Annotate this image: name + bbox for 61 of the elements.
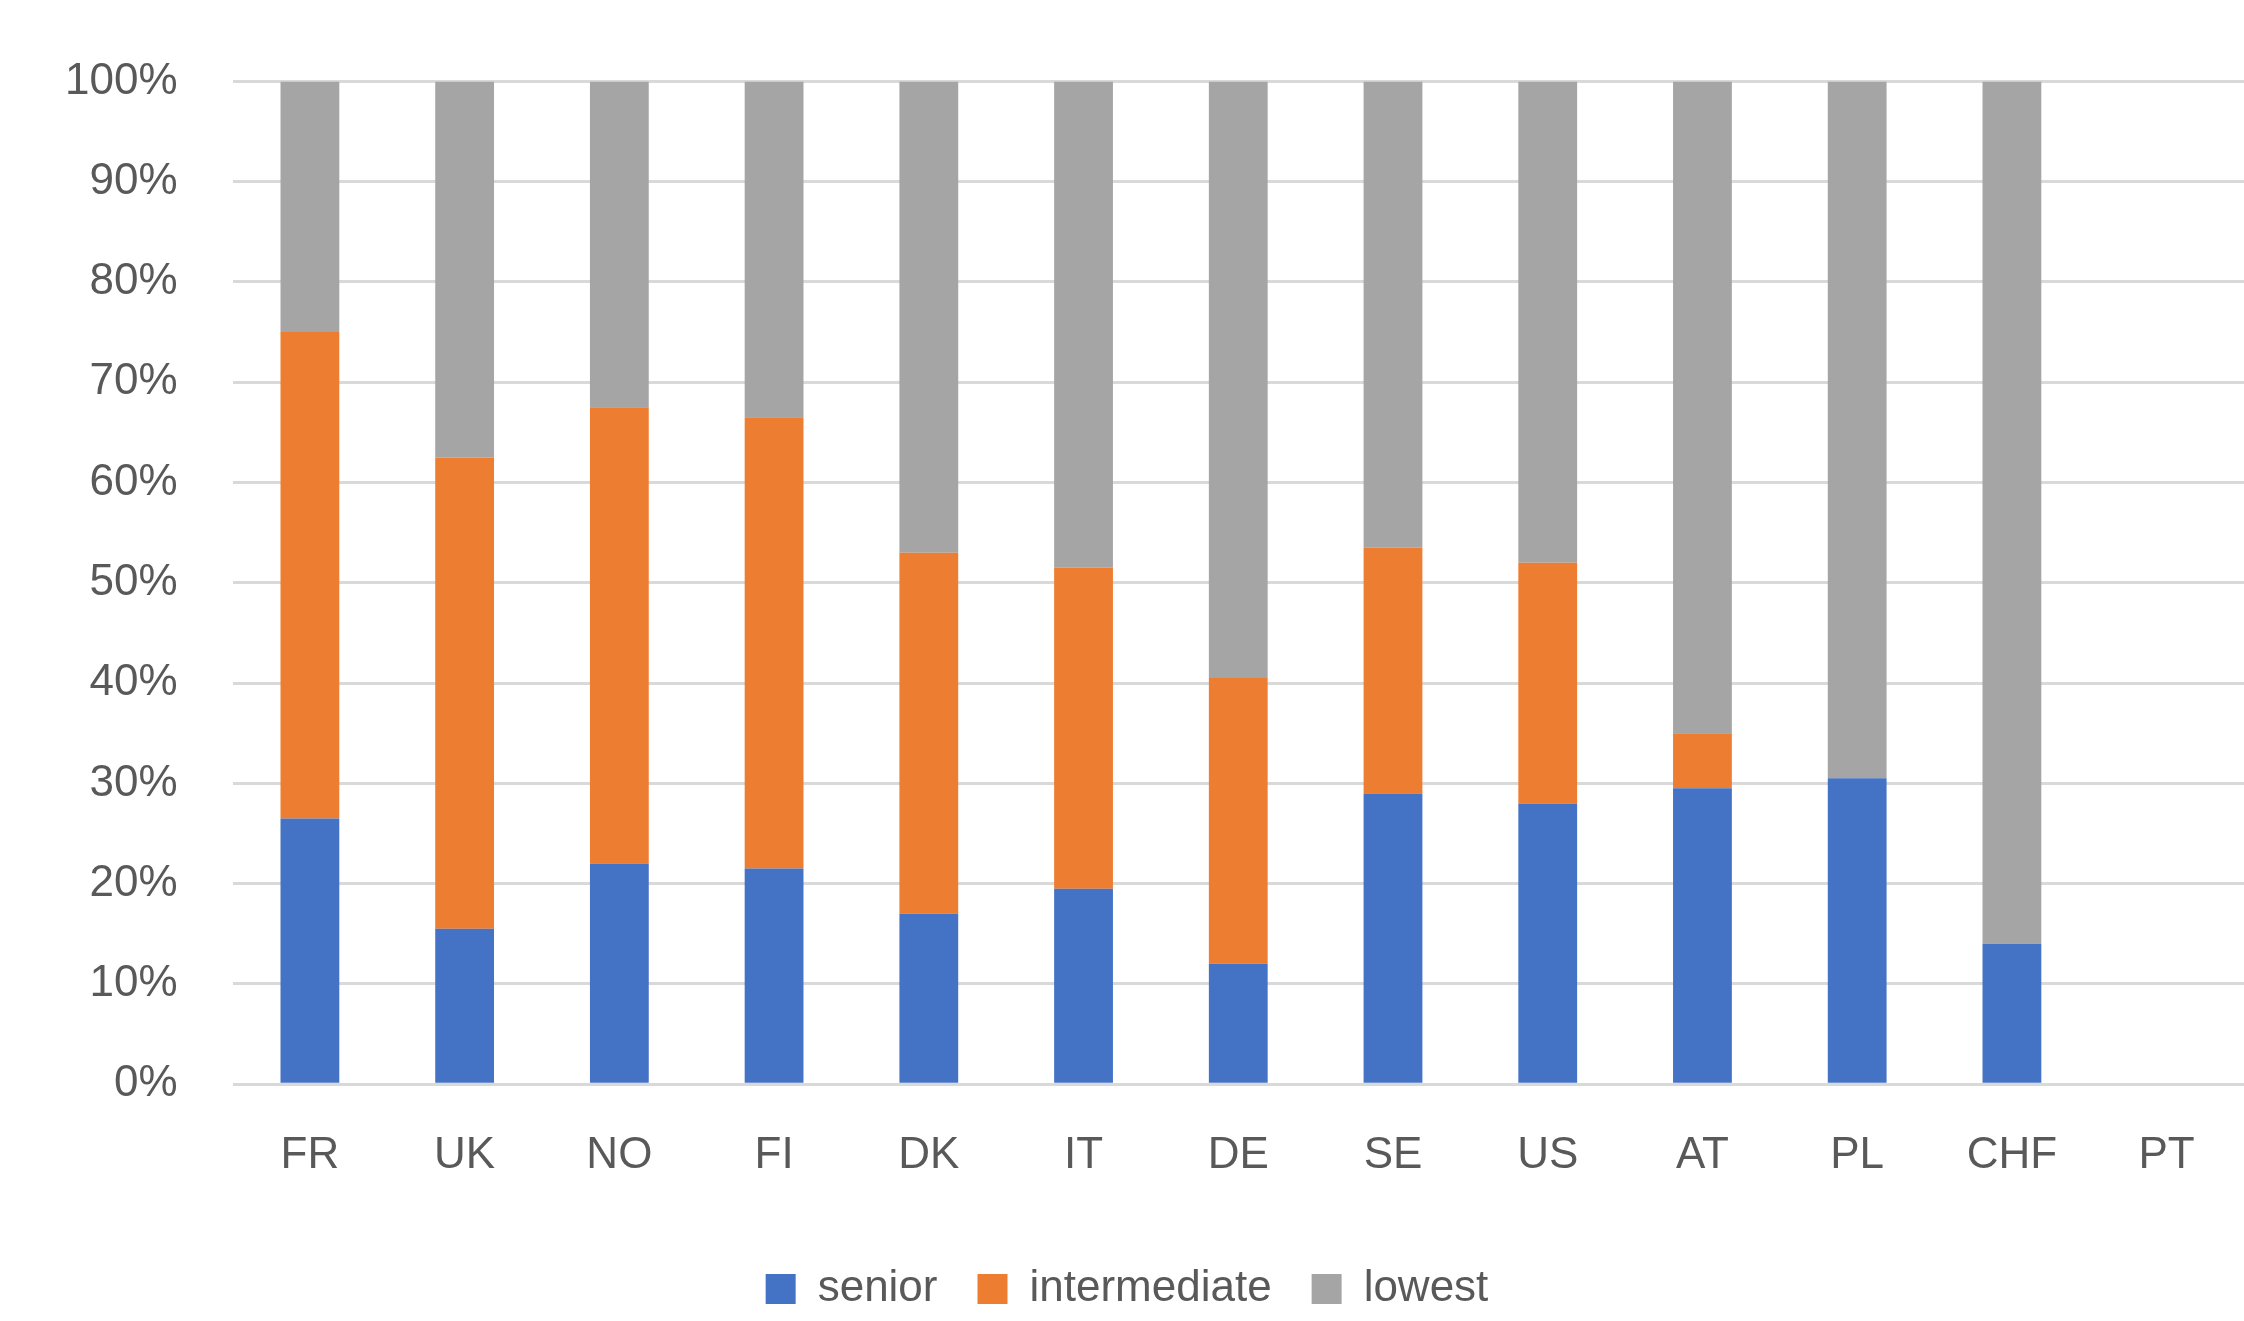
bar [1363, 81, 1423, 548]
bar [1982, 81, 2042, 944]
x-tick-label: PL [1830, 1127, 1885, 1177]
bar [280, 332, 340, 819]
bar [280, 818, 340, 1083]
bar [1363, 547, 1423, 794]
x-tick-label: FR [280, 1127, 340, 1177]
bar [1673, 733, 1732, 789]
x-tick-label: CHF [1966, 1127, 2058, 1177]
y-tick-label: 10% [89, 956, 178, 1006]
legend-label: lowest [1363, 1261, 1489, 1311]
bar [589, 863, 649, 1083]
bar [589, 407, 649, 864]
x-tick-label: DK [898, 1127, 960, 1177]
bar [1363, 793, 1423, 1083]
bar [899, 913, 959, 1083]
y-tick-label: 30% [89, 755, 178, 805]
x-tick-label: US [1517, 1127, 1579, 1177]
bar [899, 81, 959, 553]
bar [1208, 81, 1268, 679]
bar [1054, 567, 1113, 889]
legend-label: intermediate [1029, 1261, 1272, 1311]
y-tick-label: 90% [89, 153, 178, 203]
bar [1827, 81, 1887, 779]
x-tick-label: AT [1675, 1127, 1729, 1177]
y-tick-label: 80% [89, 254, 178, 304]
bar [1827, 778, 1887, 1083]
bar [744, 81, 804, 418]
y-tick-label: 40% [89, 655, 178, 705]
bar [1518, 562, 1578, 804]
x-tick-label: FI [754, 1127, 794, 1177]
x-tick-label: IT [1063, 1127, 1104, 1177]
bar [1054, 81, 1113, 568]
legend-label: senior [817, 1261, 938, 1311]
y-tick-label: 100% [64, 53, 178, 103]
x-tick-label: DE [1207, 1127, 1269, 1177]
bar [280, 81, 340, 333]
y-tick-label: 50% [89, 554, 178, 604]
y-tick-label: 20% [89, 855, 178, 905]
bar [744, 417, 804, 869]
y-tick-label: 0% [113, 1056, 178, 1106]
bar [435, 928, 495, 1083]
x-tick-label: SE [1363, 1127, 1423, 1177]
y-tick-label: 60% [89, 454, 178, 504]
bar [1518, 81, 1578, 563]
bar [744, 868, 804, 1083]
bar [1208, 963, 1268, 1083]
bar [899, 552, 959, 914]
bar [435, 81, 495, 458]
y-tick-label: 70% [89, 354, 178, 404]
bar [1054, 888, 1113, 1083]
bar [1673, 788, 1732, 1083]
bar [1208, 678, 1268, 964]
bar [589, 81, 649, 408]
x-tick-label: PT [2138, 1127, 2195, 1177]
x-tick-label: NO [586, 1127, 653, 1177]
bar [435, 457, 495, 929]
x-tick-label: UK [434, 1127, 496, 1177]
bar [1673, 81, 1732, 734]
bar [1982, 943, 2042, 1083]
bar [1518, 803, 1578, 1083]
